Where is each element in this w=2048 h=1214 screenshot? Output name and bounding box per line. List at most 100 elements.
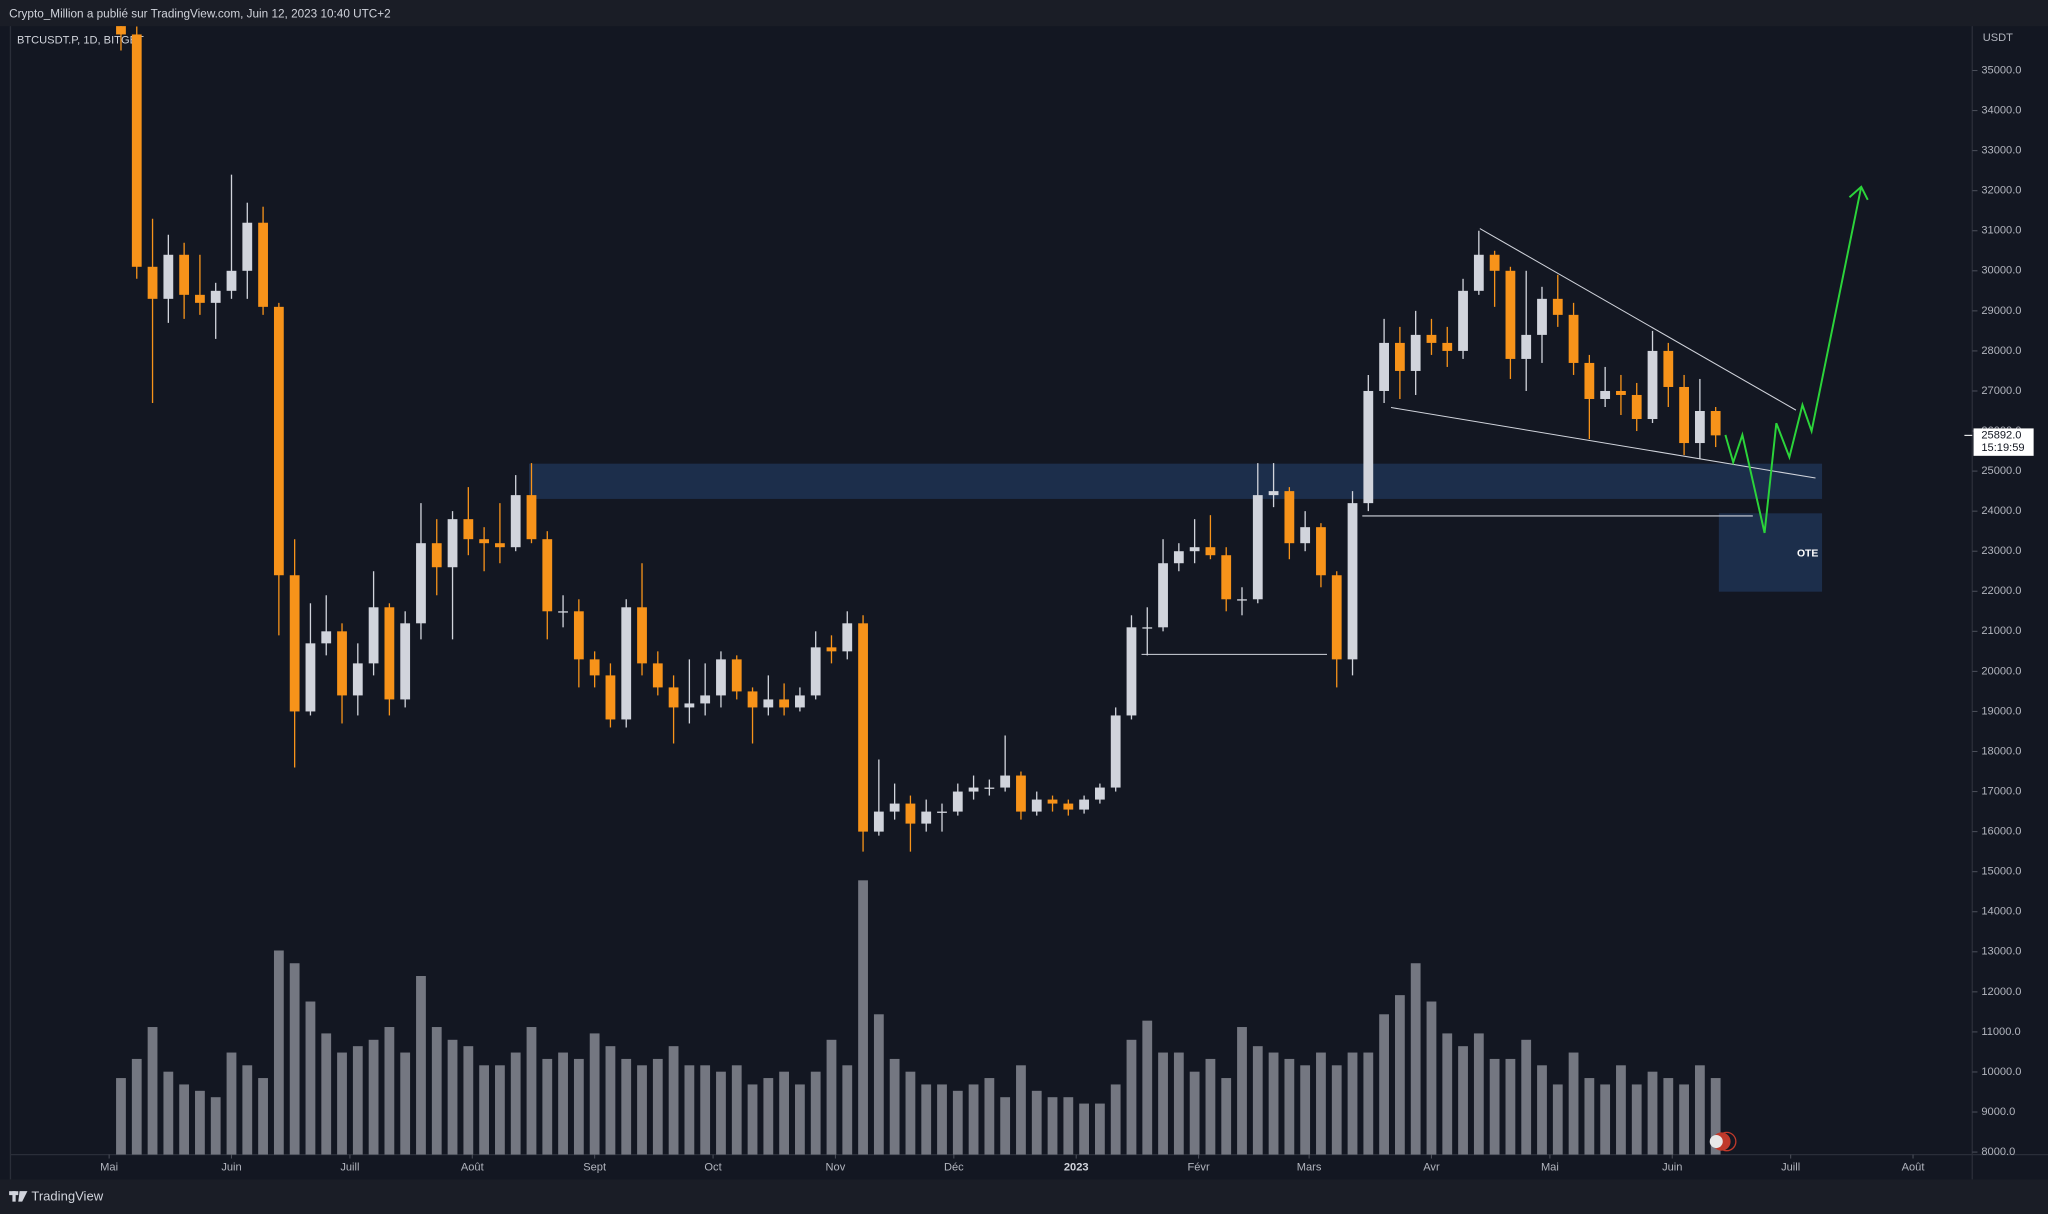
candle-body — [1237, 599, 1247, 601]
x-tick-label: Avr — [1423, 1162, 1440, 1174]
candle-body — [1710, 411, 1721, 436]
candle-body — [510, 495, 521, 548]
axes: 8000.0 9000.0 10000.0 11000.0 12000.0 13000.0… — [100, 64, 2021, 1173]
volume-bar — [1205, 1058, 1216, 1155]
logo-part — [18, 1191, 28, 1202]
y-tick-label: 16000.0 — [1981, 826, 2021, 838]
volume-bar — [116, 1078, 126, 1155]
candle-body — [1647, 350, 1658, 420]
drawings — [1141, 185, 1869, 655]
candle-body — [479, 539, 490, 544]
volume-bar — [131, 1058, 142, 1155]
y-tick-label: 21000.0 — [1981, 625, 2021, 637]
candle-body — [1047, 799, 1058, 804]
candle-body — [179, 254, 190, 295]
candle-body — [952, 791, 963, 812]
candle-body — [226, 270, 237, 291]
volume-bar — [1600, 1084, 1611, 1155]
y-tick-label: 11000.0 — [1981, 1026, 2020, 1038]
volume-bar — [1710, 1078, 1721, 1155]
candle-body — [1252, 495, 1263, 600]
volume-bar — [242, 1065, 253, 1155]
candle-body — [1521, 334, 1532, 359]
volume-bar — [716, 1071, 726, 1155]
volume-bar — [384, 1027, 395, 1155]
volume-bar — [921, 1084, 932, 1155]
volume-bar — [873, 1014, 884, 1155]
y-tick-label: 9000.0 — [1981, 1106, 2015, 1118]
volume-bar — [1142, 1020, 1153, 1155]
candle-body — [1268, 491, 1279, 496]
x-tick-label: Août — [461, 1162, 484, 1174]
candle-body — [1442, 342, 1453, 351]
volume-bar — [1426, 1001, 1437, 1155]
candle-body — [1552, 298, 1563, 315]
candle-body — [1284, 491, 1295, 544]
volume-bar — [1158, 1052, 1168, 1155]
volume-bar — [937, 1084, 947, 1155]
candle-body — [1363, 390, 1374, 504]
candle-body — [273, 306, 284, 576]
volume-bar — [589, 1033, 600, 1155]
candle-body — [1410, 334, 1421, 371]
volume-bar — [1552, 1084, 1563, 1155]
volume-bar — [447, 1039, 458, 1155]
volume-bar — [273, 950, 284, 1155]
y-tick-label: 13000.0 — [1981, 946, 2021, 958]
candle-body — [337, 631, 347, 696]
candle-body — [463, 519, 474, 540]
volume-bar — [1473, 1033, 1484, 1155]
volume-bar — [1521, 1039, 1532, 1155]
y-tick-label: 8000.0 — [1981, 1146, 2015, 1158]
volume-bar — [431, 1027, 442, 1155]
x-tick-label: Août — [1902, 1162, 1925, 1174]
candle-body — [289, 575, 300, 712]
candle-body — [1016, 775, 1026, 812]
volume-bar — [1173, 1052, 1184, 1155]
candles-layer — [116, 26, 1721, 852]
volume-bar — [984, 1078, 995, 1155]
candle-body — [589, 659, 600, 676]
candle-body — [384, 607, 395, 700]
candle-body — [1600, 390, 1611, 399]
candle-body — [1505, 270, 1516, 359]
candle-body — [621, 607, 632, 720]
volume-bar — [1410, 963, 1421, 1155]
candle-body — [116, 26, 126, 35]
supply-zone — [528, 463, 1823, 499]
volume-bar — [289, 963, 300, 1155]
volume-bar — [621, 1058, 632, 1155]
volume-bar — [526, 1027, 537, 1155]
volume-bar — [1537, 1065, 1547, 1155]
candle-body — [1142, 627, 1153, 629]
x-tick-label: 2023 — [1064, 1162, 1089, 1174]
y-tick-label: 30000.0 — [1981, 265, 2021, 277]
volume-bar — [1331, 1065, 1342, 1155]
candle-body — [242, 222, 253, 271]
candle-body — [1126, 627, 1137, 716]
volume-bar — [826, 1039, 837, 1155]
candle-body — [1537, 298, 1547, 335]
candle-body — [573, 611, 584, 660]
candle-body — [810, 647, 821, 696]
candle-body — [795, 695, 805, 708]
ote-zone — [1718, 513, 1823, 592]
candle-body — [747, 691, 758, 708]
volume-bar — [1663, 1078, 1674, 1155]
candle-body — [1679, 386, 1689, 444]
candle-body — [605, 675, 616, 720]
volume-bar — [558, 1052, 568, 1155]
y-tick-label: 14000.0 — [1981, 906, 2021, 918]
candle-body — [1221, 555, 1232, 600]
candle-body — [542, 539, 553, 612]
volume-bar — [226, 1052, 237, 1155]
candle-body — [558, 611, 568, 613]
candle-body — [1205, 547, 1216, 556]
candle-body — [1616, 390, 1626, 395]
candle-body — [763, 699, 774, 708]
x-tick-label: Févr — [1187, 1162, 1209, 1174]
volume-bar — [1442, 1033, 1453, 1155]
candle-body — [416, 543, 426, 624]
